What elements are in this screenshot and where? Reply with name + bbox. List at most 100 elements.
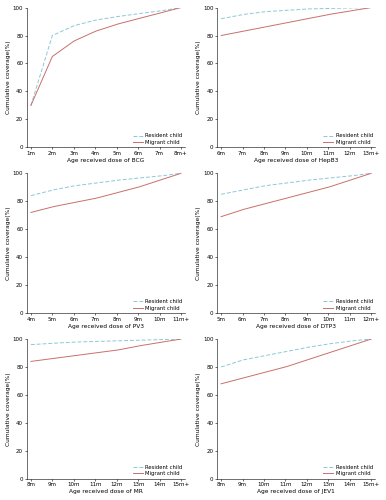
Resident child [237,358,242,364]
Migrant child [123,188,128,194]
Line: Migrant child: Migrant child [221,339,371,384]
Resident child [138,337,142,343]
Resident child [88,338,93,344]
Resident child [29,102,33,108]
Line: Migrant child: Migrant child [31,339,181,361]
Resident child [137,175,142,181]
Migrant child [268,368,273,374]
Migrant child [369,336,374,342]
Migrant child [78,198,82,204]
Resident child [328,6,332,12]
Legend: Resident child, Migrant child: Resident child, Migrant child [132,298,184,312]
Migrant child [313,188,318,194]
Migrant child [268,200,273,205]
Migrant child [88,30,93,36]
Line: Resident child: Resident child [31,8,181,106]
Migrant child [278,21,283,27]
Line: Migrant child: Migrant child [31,8,181,106]
Line: Resident child: Resident child [221,339,371,367]
Resident child [268,8,273,14]
X-axis label: Age received dose of DTP3: Age received dose of DTP3 [256,324,336,328]
Y-axis label: Cumulative coverage(%): Cumulative coverage(%) [196,40,201,115]
Resident child [327,6,332,12]
Migrant child [179,4,183,10]
Legend: Resident child, Migrant child: Resident child, Migrant child [322,132,374,146]
Resident child [137,10,142,16]
Resident child [369,4,374,10]
Line: Migrant child: Migrant child [221,174,371,216]
Migrant child [369,170,374,176]
Resident child [179,336,183,342]
Migrant child [327,184,332,190]
X-axis label: Age received dose of BCG: Age received dose of BCG [67,158,145,163]
Y-axis label: Cumulative coverage(%): Cumulative coverage(%) [196,372,201,446]
Line: Resident child: Resident child [221,8,371,18]
Migrant child [78,36,82,42]
Y-axis label: Cumulative coverage(%): Cumulative coverage(%) [5,206,10,280]
Resident child [237,188,242,194]
Migrant child [29,210,33,216]
Migrant child [123,346,128,352]
Resident child [29,192,33,198]
Resident child [327,175,332,181]
Resident child [369,336,374,342]
Resident child [138,175,142,181]
Migrant child [237,208,242,214]
Migrant child [268,23,273,29]
Migrant child [328,184,332,190]
Resident child [47,188,51,194]
Migrant child [278,366,283,372]
Resident child [278,8,283,14]
Resident child [268,352,273,358]
Migrant child [219,32,223,38]
X-axis label: Age received dose of JEV1: Age received dose of JEV1 [257,490,335,494]
Resident child [278,180,283,186]
Resident child [47,44,51,50]
Migrant child [138,16,142,22]
Resident child [369,170,374,176]
Resident child [78,339,82,345]
Migrant child [179,170,183,176]
Resident child [123,12,128,18]
Resident child [327,341,332,347]
Y-axis label: Cumulative coverage(%): Cumulative coverage(%) [5,372,10,446]
Line: Migrant child: Migrant child [221,8,371,36]
Migrant child [278,196,283,202]
Migrant child [179,336,183,342]
Line: Resident child: Resident child [31,339,181,344]
Migrant child [327,350,332,356]
Resident child [278,350,283,356]
X-axis label: Age received dose of HepB3: Age received dose of HepB3 [254,158,339,163]
Migrant child [327,12,332,18]
Resident child [47,340,51,346]
X-axis label: Age received dose of MR: Age received dose of MR [69,490,143,494]
Resident child [313,343,318,349]
Migrant child [137,16,142,22]
Migrant child [78,352,82,358]
Y-axis label: Cumulative coverage(%): Cumulative coverage(%) [5,40,10,115]
Line: Migrant child: Migrant child [31,174,181,212]
Migrant child [88,350,93,356]
Migrant child [237,376,242,382]
Migrant child [88,196,93,202]
Migrant child [313,354,318,360]
Resident child [137,338,142,344]
X-axis label: Age received dose of PV3: Age received dose of PV3 [68,324,144,328]
Migrant child [219,214,223,220]
Migrant child [369,4,374,10]
Resident child [138,10,142,16]
Resident child [88,180,93,186]
Migrant child [219,381,223,387]
Migrant child [29,358,33,364]
Line: Resident child: Resident child [31,174,181,196]
Migrant child [123,19,128,25]
Migrant child [47,61,51,67]
Resident child [328,340,332,346]
Legend: Resident child, Migrant child: Resident child, Migrant child [322,464,374,477]
Migrant child [137,343,142,349]
Resident child [268,182,273,188]
Legend: Resident child, Migrant child: Resident child, Migrant child [132,132,184,146]
Resident child [328,175,332,181]
Resident child [219,192,223,198]
Resident child [88,18,93,24]
